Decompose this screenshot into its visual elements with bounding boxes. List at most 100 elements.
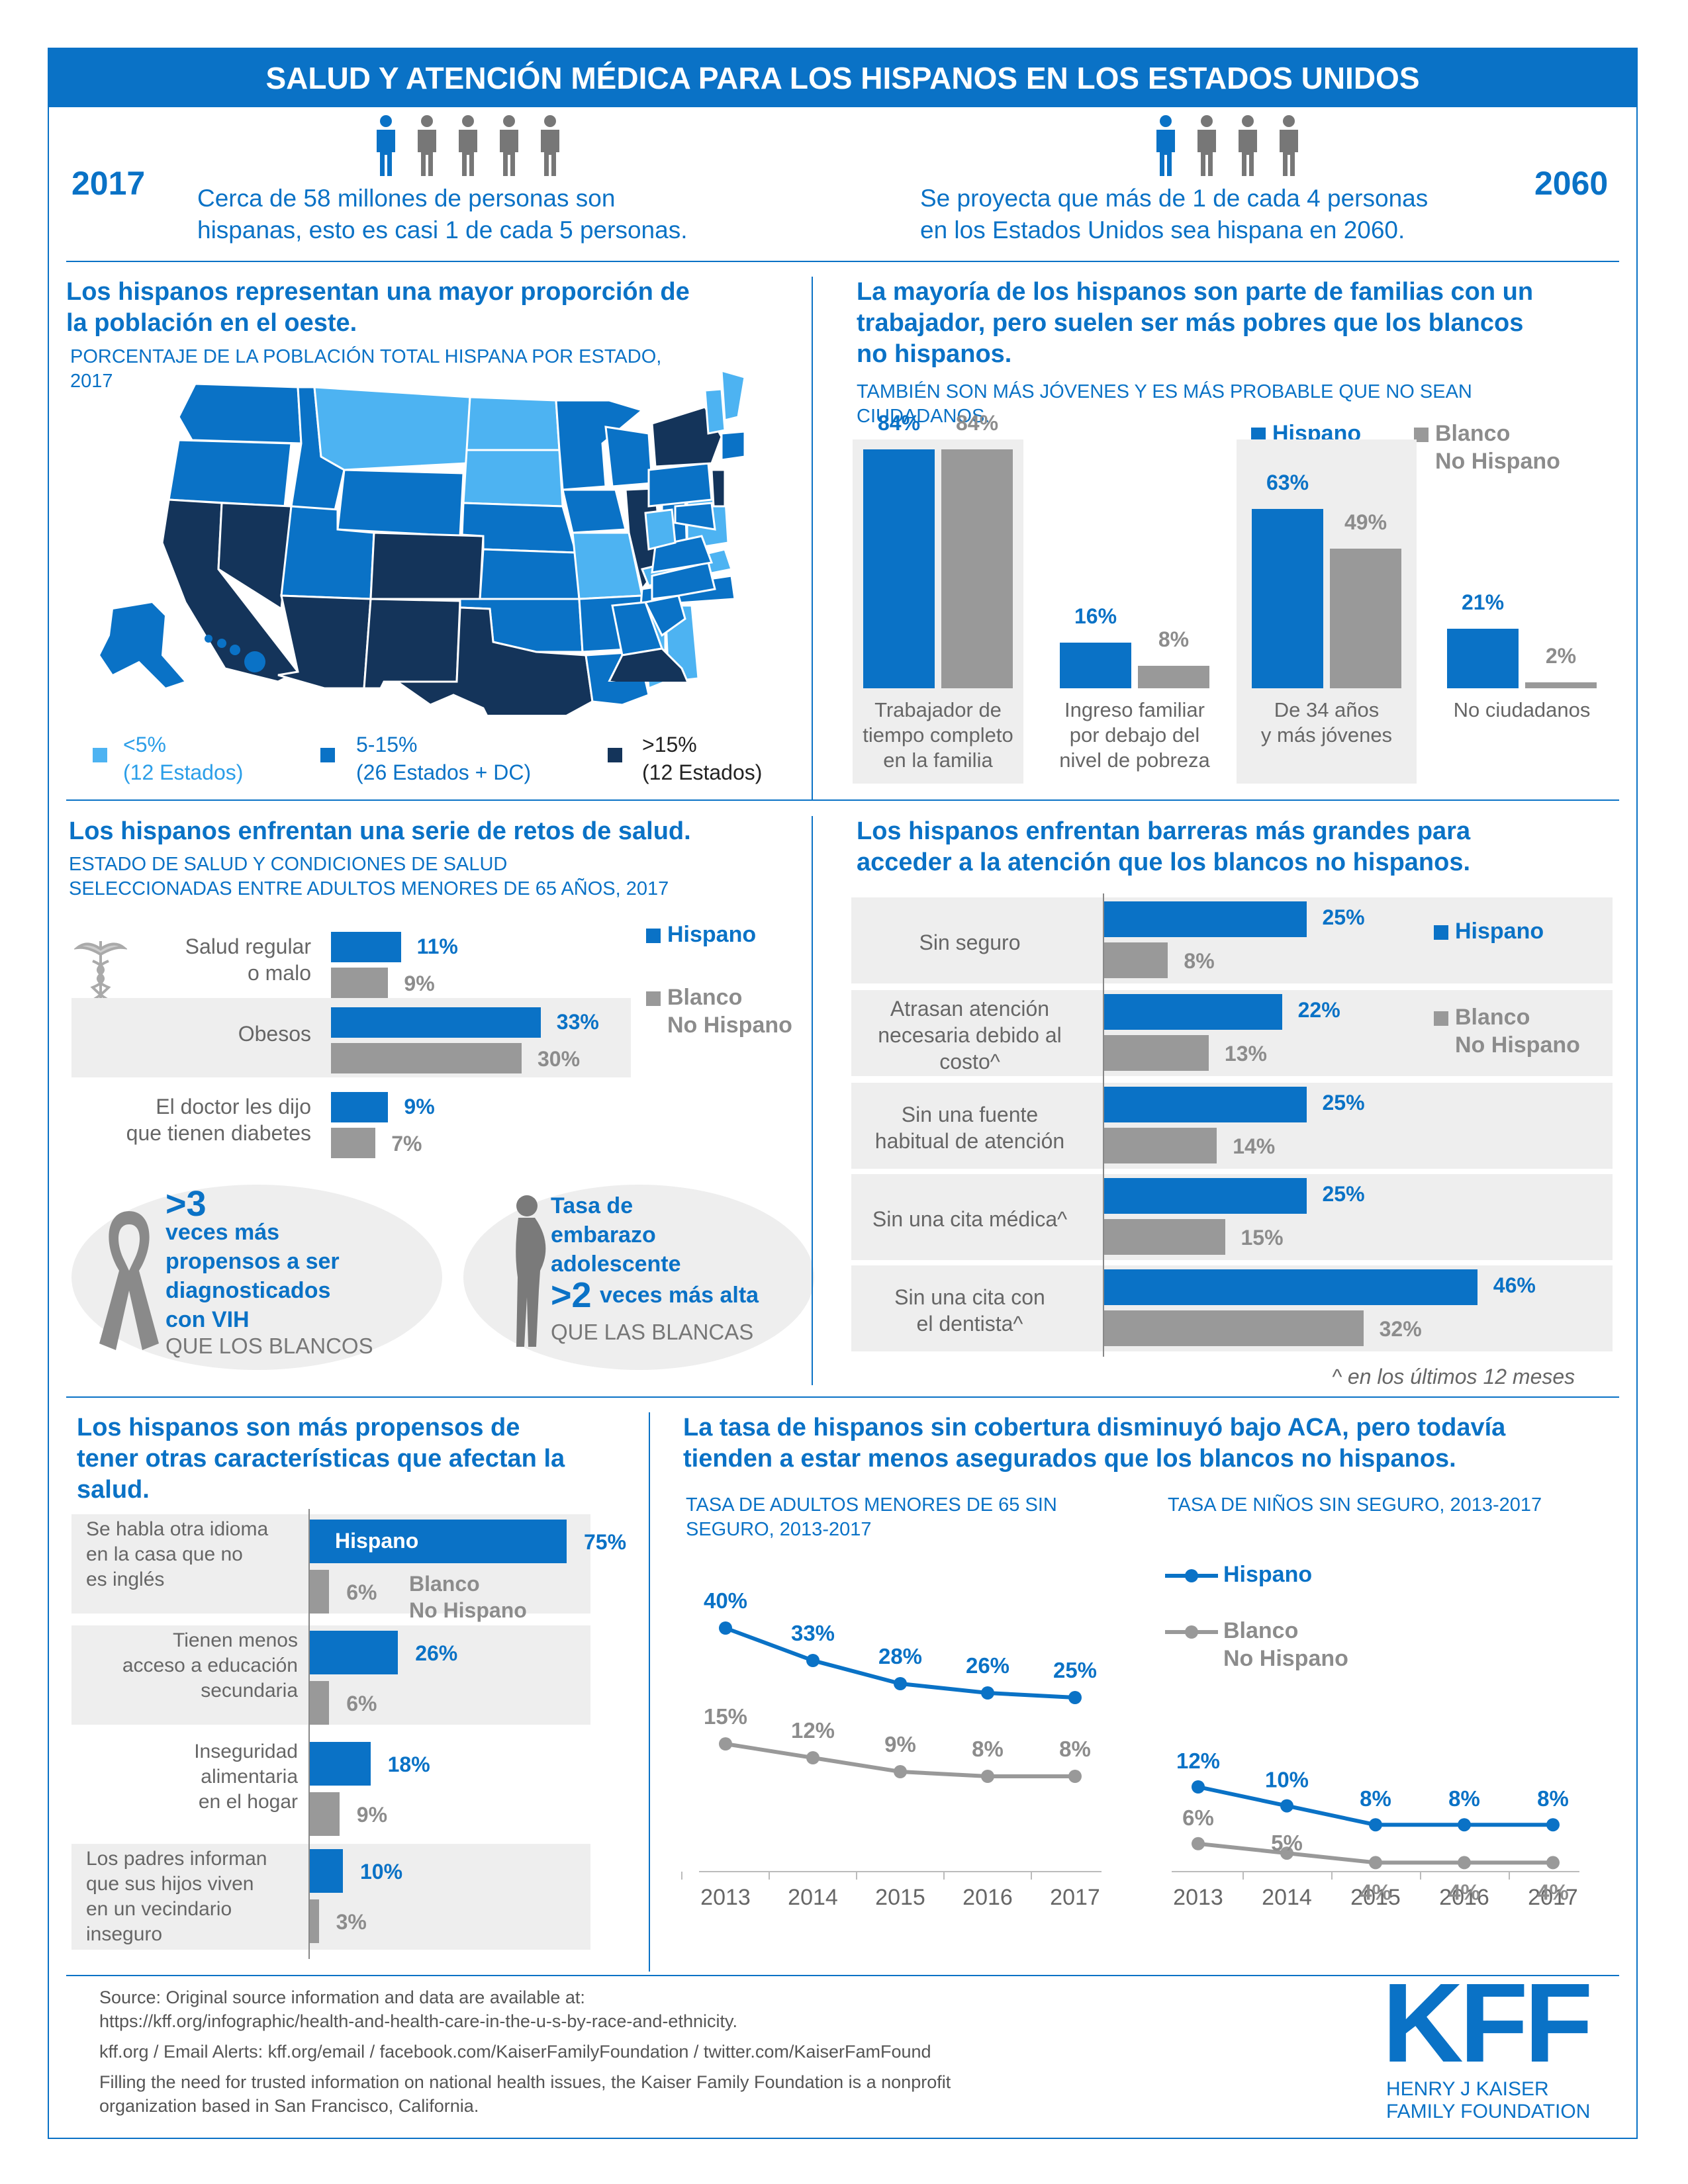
footer-links[interactable]: kff.org / Email Alerts: kff.org/email / … xyxy=(99,2042,931,2062)
hispanic-point xyxy=(894,1677,907,1690)
other-row-label: Los padres informan que sus hijos viven en… xyxy=(86,1848,267,1945)
x-tick-label: 2015 xyxy=(1350,1885,1401,1910)
access-value-white: 15% xyxy=(1241,1226,1284,1250)
state-me xyxy=(720,371,746,422)
state-co xyxy=(369,531,485,600)
legend-high-label: >15% xyxy=(642,733,697,756)
access-bar-white xyxy=(1103,1035,1209,1071)
map-subtitle-line2: 2017 xyxy=(70,371,113,392)
health-bar-white xyxy=(331,1043,522,1073)
state-wy xyxy=(336,469,465,537)
year-2060: 2060 xyxy=(1534,165,1609,202)
family-value-hispanic: 84% xyxy=(877,410,921,435)
person-icon xyxy=(1197,115,1216,176)
family-heading-line1: La mayoría de los hispanos son parte de … xyxy=(857,278,1534,306)
family-value-hispanic: 63% xyxy=(1266,471,1309,495)
family-bar-hispanic xyxy=(1447,628,1519,688)
kff-logo: KFF xyxy=(1382,1960,1593,2086)
white-value-label: 8% xyxy=(972,1737,1004,1761)
population-2060-line1: Se proyecta que más de 1 de cada 4 perso… xyxy=(920,185,1429,212)
health-bar-white xyxy=(331,968,389,998)
family-bar-white xyxy=(941,449,1013,688)
access-bar-hispanic xyxy=(1103,1269,1477,1305)
other-white-label-line2: No Hispano xyxy=(409,1598,527,1622)
access-row-label: Sin una cita con el dentista^ xyxy=(894,1285,1045,1336)
health-value-hispanic: 9% xyxy=(404,1095,435,1118)
white-point xyxy=(1192,1837,1205,1850)
aca-legend-white-line2: No Hispano xyxy=(1223,1646,1348,1671)
teen-text-line1: Tasa de xyxy=(551,1193,633,1218)
other-value-white: 9% xyxy=(356,1803,388,1827)
other-value-hispanic: 75% xyxy=(584,1530,627,1554)
access-axis-line xyxy=(1103,893,1104,1357)
other-heading-line2: tener otras características que afectan … xyxy=(77,1445,565,1473)
access-value-hispanic: 25% xyxy=(1322,1091,1365,1115)
white-point xyxy=(1280,1846,1293,1860)
person-icon xyxy=(500,115,518,176)
family-bar-white xyxy=(1138,665,1209,688)
family-category-label: Ingreso familiar por debajo del nivel de p… xyxy=(1059,698,1210,772)
alaska-hawaii-map xyxy=(98,601,265,690)
hispanic-point xyxy=(1546,1818,1560,1832)
family-category-label: No ciudadanos xyxy=(1453,698,1591,721)
teen-text: Tasa de embarazo adolescente xyxy=(551,1191,681,1279)
legend-low: <5% (12 Estados) xyxy=(93,731,243,786)
family-heading-line3: no hispanos. xyxy=(857,340,1012,368)
teen-text-line2: embarazo xyxy=(551,1222,656,1248)
family-value-hispanic: 21% xyxy=(1461,590,1505,614)
access-row-label: Atrasan atención necesaria debido al costo… xyxy=(878,997,1062,1073)
footer-source-line2[interactable]: https://kff.org/infographic/health-and-h… xyxy=(99,2011,737,2031)
white-value-label: 12% xyxy=(791,1718,835,1743)
state-fl xyxy=(608,647,689,682)
health-heading: Los hispanos enfrentan una serie de reto… xyxy=(69,817,691,845)
white-point xyxy=(1068,1770,1082,1783)
health-bar-hispanic xyxy=(331,1007,541,1038)
family-value-white: 49% xyxy=(1344,510,1387,535)
white-value-label: 6% xyxy=(1182,1805,1214,1830)
x-tick-label: 2013 xyxy=(1173,1885,1223,1910)
white-value-label: 15% xyxy=(704,1704,747,1729)
health-subtitle-line2: SELECCIONADAS ENTRE ADULTOS MENORES DE 6… xyxy=(69,878,669,899)
legend-mid-count: (26 Estados + DC) xyxy=(356,760,532,784)
other-row-label: Inseguridad alimentaria en el hogar xyxy=(194,1741,298,1813)
person-icon xyxy=(459,115,477,176)
other-value-hispanic: 26% xyxy=(415,1641,458,1665)
teen-multiplier: >2 xyxy=(551,1275,592,1315)
health-legend-hispanic-swatch xyxy=(646,929,661,944)
access-bar-white xyxy=(1103,1128,1217,1163)
teen-text-line4: veces más alta xyxy=(600,1283,759,1308)
caduceus-icon xyxy=(74,941,127,1004)
other-white-label: Blanco No Hispano xyxy=(409,1570,527,1623)
x-tick-label: 2017 xyxy=(1050,1885,1100,1910)
aca-adults-subtitle-line2: SEGURO, 2013-2017 xyxy=(686,1519,872,1540)
page-frame xyxy=(48,48,1638,2139)
access-value-hispanic: 46% xyxy=(1493,1273,1536,1297)
person-icon xyxy=(1156,115,1175,176)
family-subtitle-line2: CIUDADANOS. xyxy=(857,406,990,427)
access-heading-line1: Los hispanos enfrentan barreras más gran… xyxy=(857,817,1471,845)
kff-logo-subtitle-line2: FAMILY FOUNDATION xyxy=(1386,2101,1591,2122)
hiv-multiplier: >3 xyxy=(165,1184,207,1224)
map-heading-line2: la población en el oeste. xyxy=(66,309,357,337)
legend-high-swatch xyxy=(608,748,622,762)
access-value-hispanic: 25% xyxy=(1322,1182,1365,1206)
aca-legend-white-line xyxy=(1165,1625,1218,1639)
other-bar-white xyxy=(308,1899,319,1943)
family-value-white: 84% xyxy=(955,410,999,435)
white-point xyxy=(894,1765,907,1778)
access-value-white: 32% xyxy=(1379,1317,1422,1341)
access-bar-hispanic xyxy=(1103,1178,1307,1214)
state-nj xyxy=(710,469,726,508)
hispanic-value-label: 8% xyxy=(1360,1786,1391,1811)
health-row-label: Obesos xyxy=(238,1022,311,1046)
kff-logo-subtitle: HENRY J KAISER FAMILY FOUNDATION xyxy=(1386,2078,1590,2123)
state-nm xyxy=(363,598,461,690)
health-row-label: Salud regular o malo xyxy=(185,934,311,985)
family-legend-white-line2: No Hispano xyxy=(1435,449,1560,474)
hispanic-point xyxy=(806,1654,820,1667)
other-value-white: 6% xyxy=(346,1692,377,1715)
other-bar-white xyxy=(308,1570,330,1614)
us-hispanic-map-east xyxy=(608,371,746,682)
hispanic-value-label: 40% xyxy=(704,1588,747,1613)
legend-mid-label: 5-15% xyxy=(356,733,418,756)
